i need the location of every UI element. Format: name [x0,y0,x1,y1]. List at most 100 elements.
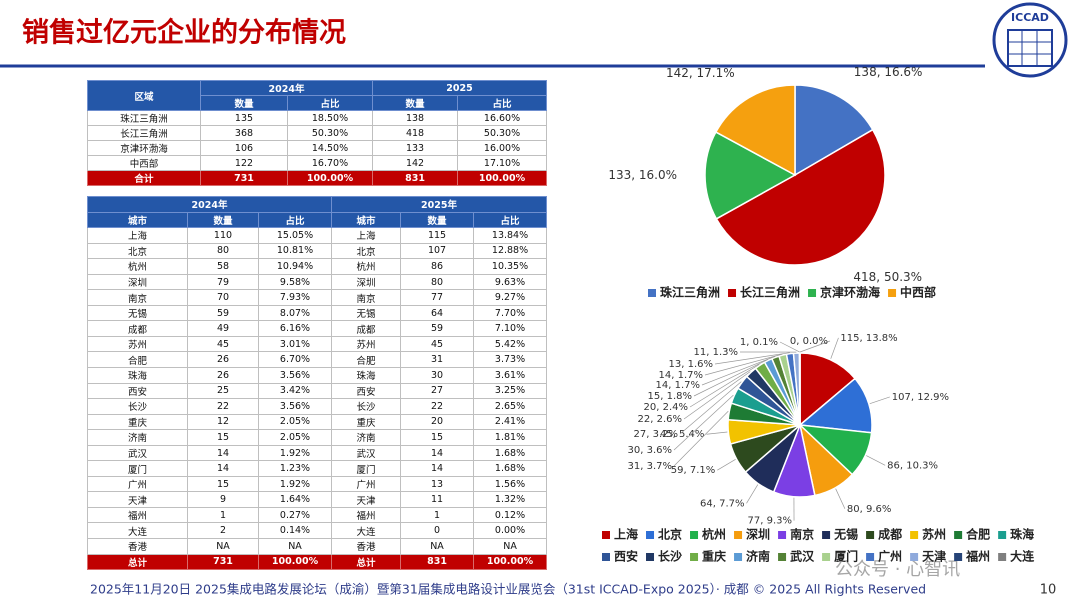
legend-item: 深圳 [734,527,770,542]
data-label: 64, 7.7% [700,498,745,509]
table-cell: 80 [400,273,475,291]
data-label: 115, 13.8% [840,333,897,344]
table-cell: 70 [187,289,259,306]
total-cell: 731 [187,553,259,571]
table-cell: 3.73% [473,351,548,369]
table-cell: 7.10% [473,320,548,337]
leader-line [689,364,760,408]
legend-swatch [998,553,1007,561]
table-cell: 0.00% [473,522,548,540]
table-cell: 中西部 [87,155,201,171]
table-cell: 6.70% [257,351,333,369]
table-cell: 64 [400,304,475,322]
table-cell: 重庆 [87,413,188,431]
leader-line [830,337,839,359]
legend-item: 无锡 [822,527,858,542]
table-cell: 1 [187,506,259,524]
legend-swatch [910,531,919,539]
table-cell: 11 [400,491,475,508]
table-cell: 5.42% [473,335,548,353]
table-cell: 济南 [87,429,188,446]
table-cell: 西安 [331,382,402,400]
table-cell: 合肥 [331,351,402,369]
table-cell: 深圳 [87,273,188,291]
leader-line [673,410,729,467]
table-cell: 16.70% [286,155,374,171]
table-cell: 22 [187,398,259,415]
leader-line [704,353,783,376]
header-cell: 2024年 [199,80,374,96]
table-cell: 长沙 [87,398,188,415]
pie-slice [715,128,886,266]
legend-item: 长沙 [646,549,682,564]
table-cell: 9 [187,491,259,508]
legend-swatch [954,531,963,539]
table-cell: 16.60% [457,110,548,126]
data-table: 区域 2024年 2025 数量 占比 数量 占比 珠江三角洲 135 18.50% 138 16.6… [87,80,548,186]
data-table: 2024年 2025年 城市 数量 占比 城市 数量 占比 上海 110 15.05% 上海 115 13… [86,196,548,571]
legend-swatch [822,553,831,561]
table-cell: 厦门 [331,460,402,477]
legend-swatch [778,531,787,539]
table-cell: 135 [200,110,288,126]
table-cell: 107 [400,242,475,260]
table-cell: 25 [187,382,259,400]
legend-label: 长江三角洲 [740,285,800,300]
data-label: 133, 16.0% [608,168,677,182]
table-cell: 418 [372,125,459,141]
table-row: 总计 731 100.00% 总计 831 100.00% [87,553,548,571]
table-row: 香港 NA NA 香港 NA NA [87,538,548,555]
data-label: 138, 16.6% [854,65,923,79]
table-cell: 0.14% [257,522,333,540]
legend-label: 长沙 [658,549,682,564]
table-cell: 0 [400,522,475,540]
table-cell: 9.27% [473,289,548,306]
table-row: 珠江三角洲 135 18.50% 138 16.60% [87,110,548,126]
legend-label: 合肥 [966,527,990,542]
table-cell: 17.10% [457,155,548,171]
table-row: 武汉 14 1.92% 武汉 14 1.68% [87,444,548,462]
table-cell: NA [257,538,333,555]
table-cell: 3.25% [473,382,548,400]
pie-slice [799,352,857,427]
leader-line [714,352,790,365]
legend-swatch [734,531,743,539]
table-cell: 珠海 [87,367,188,384]
legend-label: 京津环渤海 [820,285,880,300]
total-cell: 831 [372,170,459,186]
table-cell: 45 [400,335,475,353]
legend-label: 广州 [878,549,902,564]
table-cell: 1.56% [473,475,548,493]
data-label: 30, 3.6% [628,445,673,456]
header-cell: 区域 [87,80,201,111]
leader-line [799,340,831,353]
legend-item: 杭州 [690,527,726,542]
table-row: 西安 25 3.42% 西安 27 3.25% [87,382,548,400]
table-cell: 50.30% [457,125,548,141]
table-cell: 10.35% [473,258,548,275]
data-label: 15, 1.8% [648,391,693,402]
legend-label: 成都 [878,527,902,542]
table-cell: 31 [400,351,475,369]
table-cell: 济南 [331,429,402,446]
legend-label: 杭州 [702,527,726,542]
table-cell: 106 [200,140,288,156]
table-cell: 长江三角洲 [87,125,201,141]
legend-item: 武汉 [778,549,815,564]
table-cell: 12.88% [473,242,548,260]
legend-item: 南京 [778,527,814,542]
leader-line [706,431,728,435]
table-cell: 3.42% [257,382,333,400]
leader-line [701,356,776,386]
table-cell: 上海 [331,227,402,244]
table-row: 济南 15 2.05% 济南 15 1.81% [87,429,548,446]
table-cell: 16.00% [457,140,548,156]
table-cell: 12 [187,413,259,431]
data-label: 1, 0.1% [740,337,778,348]
table-cell: 西安 [87,382,188,400]
legend-item: 珠海 [998,527,1034,542]
table-cell: 368 [200,125,288,141]
table-cell: 26 [187,367,259,384]
legend-item: 上海 [602,527,638,542]
slide-title: 销售过亿元企业的分布情况 [22,17,346,49]
